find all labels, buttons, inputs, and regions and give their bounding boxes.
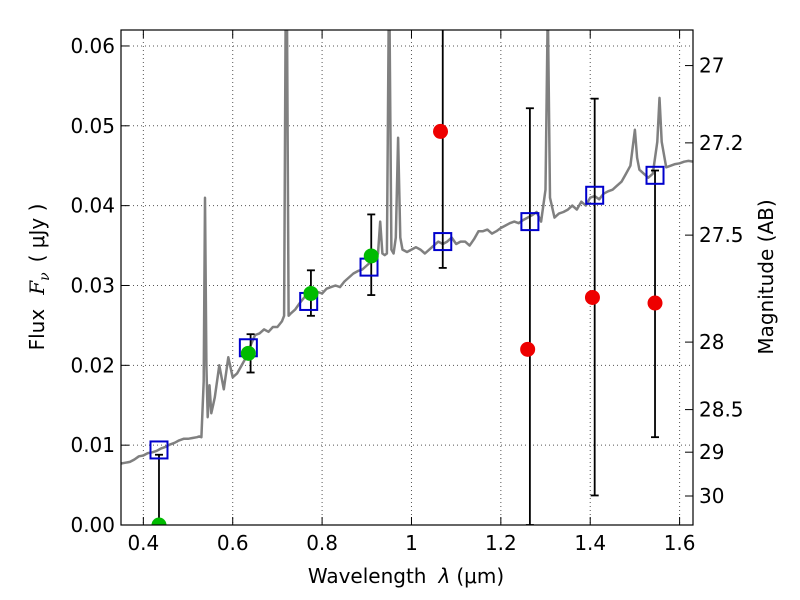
x-axis-title: Wavelength λ (μm) bbox=[308, 564, 504, 588]
x-axis-title-text: Wavelength bbox=[308, 564, 427, 588]
upper-limit-point bbox=[520, 341, 536, 357]
y2-tick-label: 27 bbox=[699, 54, 724, 78]
y-axis-title: Flux Fν ( μJy ) bbox=[25, 204, 53, 351]
upper-limit-point bbox=[433, 123, 449, 139]
detection-point bbox=[363, 248, 379, 264]
y-axis-title-subscript: ν bbox=[37, 272, 53, 281]
y-axis-title-unit: ( μJy ) bbox=[25, 204, 49, 263]
model-photometry-square bbox=[585, 185, 605, 205]
x-tick-label: 1 bbox=[405, 531, 418, 555]
y2-tick-label: 30 bbox=[699, 484, 724, 508]
y-tick-label: 0.01 bbox=[70, 433, 115, 457]
y-tick-label: 0.03 bbox=[70, 273, 115, 297]
detection-point bbox=[151, 517, 167, 525]
x-axis-title-symbol: λ bbox=[438, 564, 451, 588]
y-tick-label: 0.04 bbox=[70, 194, 115, 218]
y2-axis-title: Magnitude (AB) bbox=[754, 199, 778, 354]
x-tick-label: 0.8 bbox=[306, 531, 338, 555]
model-photometry-square bbox=[645, 165, 665, 185]
y-axis-title-symbol: F bbox=[25, 280, 49, 296]
model-photometry-square bbox=[520, 212, 540, 232]
model-photometry-square bbox=[433, 232, 453, 252]
x-tick-label: 1.4 bbox=[574, 531, 606, 555]
y-tick-label: 0.06 bbox=[70, 34, 115, 58]
y2-tick-label: 29 bbox=[699, 440, 724, 464]
y2-tick-label: 27.5 bbox=[699, 223, 744, 247]
x-tick-label: 0.4 bbox=[127, 531, 159, 555]
axis-ticks: 0.4 0.6 0.8 1 1.2 1.4 1.6 0.00 0.01 0.02 0.03 0.04 0… bbox=[70, 30, 744, 555]
x-tick-label: 1.2 bbox=[485, 531, 517, 555]
y-tick-label: 0.02 bbox=[70, 353, 115, 377]
plot-area bbox=[121, 30, 693, 525]
upper-limit-point bbox=[647, 295, 663, 311]
x-tick-label: 1.6 bbox=[664, 531, 696, 555]
y-tick-label: 0.00 bbox=[70, 513, 115, 537]
upper-limit-point bbox=[584, 289, 600, 305]
model-photometry-square bbox=[149, 440, 169, 460]
detection-point bbox=[240, 345, 256, 361]
y2-tick-label: 28 bbox=[699, 330, 724, 354]
plot-frame bbox=[120, 29, 694, 526]
y-axis-title-text: Flux bbox=[25, 309, 49, 351]
x-axis-title-unit: (μm) bbox=[456, 564, 504, 588]
x-tick-label: 0.6 bbox=[217, 531, 249, 555]
y2-tick-label: 28.5 bbox=[699, 398, 744, 422]
y-tick-label: 0.05 bbox=[70, 114, 115, 138]
y2-tick-label: 27.2 bbox=[699, 131, 744, 155]
detection-point bbox=[303, 285, 319, 301]
